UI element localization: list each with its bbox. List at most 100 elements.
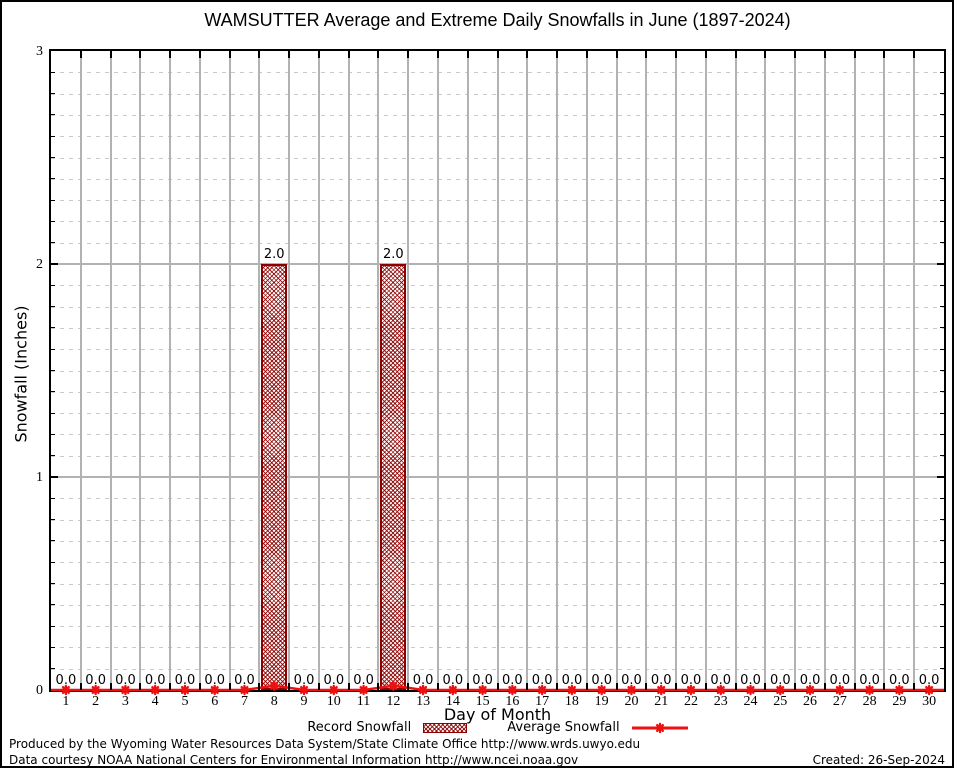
x-tick-label-9: 9 [300, 694, 308, 709]
value-label-day-23: 0.0 [710, 673, 732, 688]
average-point-marker [894, 684, 905, 696]
value-label-day-29: 0.0 [889, 673, 910, 688]
x-minor-tick [317, 683, 320, 690]
x-tick-label-30: 30 [922, 694, 937, 709]
value-label-day-8: 2.0 [263, 247, 285, 262]
average-point-marker [745, 684, 756, 696]
gridline-vertical [675, 51, 678, 690]
legend-label-average-snowfall: Average Snowfall [507, 720, 620, 735]
y-minor-tick [51, 519, 55, 521]
average-point-marker [834, 684, 846, 696]
x-tick-label-28: 28 [862, 694, 877, 709]
legend: Record Snowfall Average Snowfall [49, 720, 946, 735]
x-minor-tick [704, 51, 707, 58]
average-point-marker [654, 722, 665, 733]
value-label-day-5: 0.0 [174, 673, 196, 688]
x-minor-tick [288, 51, 291, 58]
value-label-day-28: 0.0 [859, 673, 880, 688]
x-tick-label-18: 18 [564, 694, 579, 709]
x-minor-tick [79, 683, 82, 690]
y-minor-tick [51, 412, 55, 414]
x-tick-label-11: 11 [356, 694, 371, 709]
gridline-vertical [764, 51, 767, 690]
x-tick-label-22: 22 [683, 694, 698, 709]
y-minor-tick [51, 604, 55, 606]
value-label-day-22: 0.0 [680, 673, 702, 688]
x-minor-tick [526, 51, 529, 58]
x-minor-tick [615, 683, 618, 690]
average-snowfall-line [51, 680, 944, 696]
created-date: Created: 26-Sep-2024 [812, 753, 945, 767]
x-minor-tick [734, 51, 737, 58]
average-point-marker [447, 684, 459, 696]
x-tick-label-2: 2 [92, 694, 100, 709]
value-label-day-16: 0.0 [502, 673, 523, 688]
x-tick-label-16: 16 [505, 694, 520, 709]
gridline-vertical [704, 51, 707, 690]
value-label-day-19: 0.0 [591, 673, 613, 688]
value-label-day-10: 0.0 [323, 673, 345, 688]
gridline-vertical [228, 51, 231, 690]
y-minor-tick [51, 391, 55, 393]
average-point-marker [626, 684, 637, 696]
gridline-vertical [823, 51, 826, 690]
average-point-marker [149, 684, 161, 696]
gridline-vertical [615, 51, 618, 690]
y-minor-tick [51, 71, 55, 73]
gridline-vertical [556, 51, 559, 690]
value-label-day-1: 0.0 [55, 673, 77, 688]
y-minor-tick [940, 646, 944, 648]
x-tick-label-14: 14 [445, 694, 460, 709]
gridline-vertical [347, 51, 350, 690]
x-tick-label-12: 12 [386, 694, 401, 709]
x-minor-tick [823, 51, 826, 58]
footer-data-courtesy: Data courtesy NOAA National Centers for … [9, 753, 579, 767]
y-minor-tick [51, 220, 55, 222]
gridline-vertical [496, 51, 499, 690]
x-tick-label-17: 17 [535, 694, 550, 709]
y-minor-tick [51, 668, 55, 670]
average-point-marker [715, 684, 726, 696]
average-point-marker [477, 684, 488, 696]
x-tick-label-19: 19 [594, 694, 609, 709]
value-label-day-4: 0.0 [144, 673, 166, 688]
average-point-marker [923, 684, 935, 696]
average-point-marker [656, 684, 667, 696]
average-point-marker [804, 684, 816, 696]
y-minor-tick [940, 561, 944, 563]
average-point-marker [566, 684, 578, 696]
record-bar-day-8 [261, 264, 288, 690]
y-minor-tick [51, 583, 55, 584]
x-tick-label-6: 6 [211, 694, 219, 709]
average-point-marker [536, 684, 548, 696]
x-tick-label-24: 24 [743, 694, 758, 709]
x-minor-tick [585, 683, 588, 690]
gridline-vertical [377, 51, 380, 690]
y-minor-tick [940, 625, 944, 627]
y-minor-tick [51, 646, 55, 648]
x-minor-tick [883, 683, 886, 690]
x-tick-label-1: 1 [62, 694, 70, 709]
x-minor-tick [347, 51, 350, 58]
gridline-vertical [436, 51, 439, 690]
x-minor-tick [436, 51, 439, 58]
x-tick-label-26: 26 [803, 694, 818, 709]
y-minor-tick [51, 93, 55, 95]
y-minor-tick [51, 540, 55, 542]
gridline-vertical [466, 51, 469, 690]
gridline-vertical [883, 51, 886, 690]
record-snowfall-swatch-icon [423, 722, 468, 733]
y-minor-tick [940, 114, 944, 116]
y-minor-tick [51, 157, 55, 158]
y-minor-tick [940, 93, 944, 95]
gridline-vertical [794, 51, 797, 690]
value-label-day-9: 0.0 [293, 673, 315, 688]
gridline-vertical [526, 51, 529, 690]
y-minor-tick [940, 497, 944, 499]
y-minor-tick [51, 348, 55, 350]
average-point-marker [685, 684, 697, 696]
x-minor-tick [109, 51, 112, 58]
x-minor-tick [556, 51, 559, 58]
y-minor-tick [940, 519, 944, 521]
x-minor-tick [823, 683, 826, 690]
